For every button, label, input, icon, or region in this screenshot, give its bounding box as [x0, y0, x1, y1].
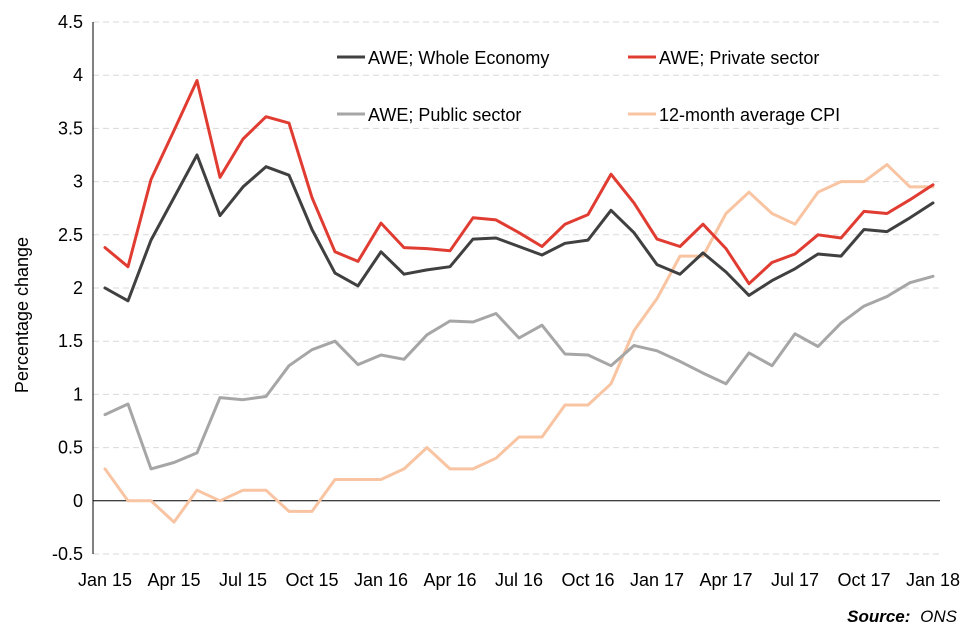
source-label: Source: [847, 607, 910, 626]
y-tick-label: 2 [73, 278, 83, 298]
legend-label: AWE; Whole Economy [368, 48, 549, 68]
y-axis-label: Percentage change [12, 237, 32, 393]
x-tick-label: Jan 15 [78, 570, 132, 590]
x-tick-labels: Jan 15 Apr 15 Jul 15 Oct 15 Jan 16 Apr 16 Jul … [78, 570, 960, 590]
legend-label: AWE; Public sector [368, 105, 521, 125]
y-tick-label: 1.5 [58, 331, 83, 351]
x-tick-label: Jan 18 [906, 570, 960, 590]
legend-label: AWE; Private sector [659, 48, 819, 68]
x-tick-label: Jul 15 [219, 570, 267, 590]
series-line [103, 153, 935, 303]
source-value: ONS [920, 607, 958, 626]
x-tick-label: Jan 17 [630, 570, 684, 590]
y-tick-label: 3 [73, 172, 83, 192]
gridlines [93, 21, 940, 555]
x-tick-label: Apr 16 [423, 570, 476, 590]
x-tick-label: Oct 15 [285, 570, 338, 590]
series-line [103, 79, 935, 286]
y-tick-label: 0 [73, 491, 83, 511]
series-lines [103, 79, 935, 524]
legend: AWE; Whole Economy AWE; Private sector AWE… [337, 48, 840, 125]
series-line [103, 274, 935, 471]
y-tick-label: -0.5 [52, 544, 83, 564]
y-tick-label: 0.5 [58, 438, 83, 458]
x-tick-label: Jul 17 [771, 570, 819, 590]
x-tick-label: Oct 16 [561, 570, 614, 590]
y-tick-label: 3.5 [58, 118, 83, 138]
legend-label: 12-month average CPI [659, 105, 840, 125]
x-tick-label: Jan 16 [354, 570, 408, 590]
x-tick-label: Apr 17 [699, 570, 752, 590]
x-tick-label: Apr 15 [147, 570, 200, 590]
y-tick-label: 4 [73, 65, 83, 85]
y-tick-label: 4.5 [58, 12, 83, 32]
series-line [103, 163, 935, 524]
source-note: Source: ONS [847, 607, 958, 626]
x-tick-label: Oct 17 [837, 570, 890, 590]
y-tick-label: 2.5 [58, 225, 83, 245]
y-tick-labels: -0.5 0 0.5 1 1.5 2 2.5 3 3.5 4 4.5 [52, 12, 83, 564]
y-tick-label: 1 [73, 384, 83, 404]
x-tick-label: Jul 16 [495, 570, 543, 590]
